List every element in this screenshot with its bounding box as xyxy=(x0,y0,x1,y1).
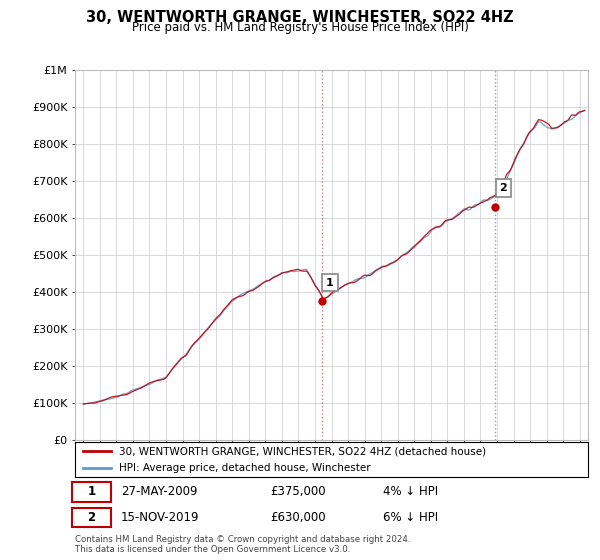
Text: Price paid vs. HM Land Registry's House Price Index (HPI): Price paid vs. HM Land Registry's House … xyxy=(131,21,469,34)
Text: 2: 2 xyxy=(88,511,96,524)
Text: 30, WENTWORTH GRANGE, WINCHESTER, SO22 4HZ: 30, WENTWORTH GRANGE, WINCHESTER, SO22 4… xyxy=(86,10,514,25)
Text: Contains HM Land Registry data © Crown copyright and database right 2024.
This d: Contains HM Land Registry data © Crown c… xyxy=(75,535,410,554)
Text: £630,000: £630,000 xyxy=(270,511,326,524)
Text: HPI: Average price, detached house, Winchester: HPI: Average price, detached house, Winc… xyxy=(119,463,370,473)
Text: £375,000: £375,000 xyxy=(270,486,326,498)
Text: 6% ↓ HPI: 6% ↓ HPI xyxy=(383,511,438,524)
Text: 27-MAY-2009: 27-MAY-2009 xyxy=(121,486,197,498)
Text: 1: 1 xyxy=(326,278,334,287)
Text: 15-NOV-2019: 15-NOV-2019 xyxy=(121,511,200,524)
FancyBboxPatch shape xyxy=(73,507,111,527)
Text: 4% ↓ HPI: 4% ↓ HPI xyxy=(383,486,438,498)
Text: 1: 1 xyxy=(88,486,96,498)
FancyBboxPatch shape xyxy=(73,482,111,502)
Text: 2: 2 xyxy=(499,183,507,193)
Text: 30, WENTWORTH GRANGE, WINCHESTER, SO22 4HZ (detached house): 30, WENTWORTH GRANGE, WINCHESTER, SO22 4… xyxy=(119,446,486,456)
